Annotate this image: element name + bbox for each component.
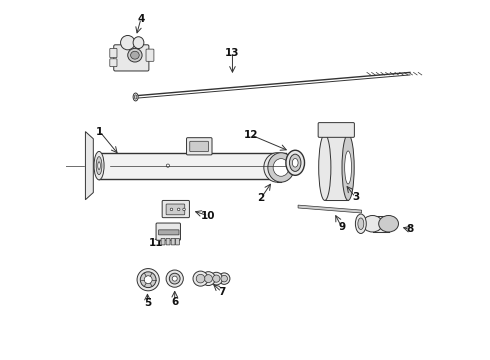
Ellipse shape — [177, 208, 180, 211]
Text: 11: 11 — [149, 238, 163, 248]
Ellipse shape — [204, 275, 212, 283]
Text: 10: 10 — [201, 211, 216, 221]
Text: 2: 2 — [258, 193, 265, 203]
Text: 9: 9 — [338, 222, 345, 232]
Ellipse shape — [166, 270, 183, 287]
Ellipse shape — [166, 164, 170, 167]
Ellipse shape — [286, 150, 304, 175]
Ellipse shape — [221, 275, 227, 282]
FancyBboxPatch shape — [110, 59, 117, 67]
FancyBboxPatch shape — [146, 49, 154, 61]
FancyBboxPatch shape — [159, 230, 179, 235]
FancyBboxPatch shape — [114, 45, 149, 71]
FancyBboxPatch shape — [171, 238, 175, 245]
Text: 8: 8 — [406, 225, 414, 234]
Polygon shape — [85, 132, 93, 200]
Ellipse shape — [264, 153, 290, 182]
FancyBboxPatch shape — [318, 123, 354, 137]
Ellipse shape — [144, 276, 152, 284]
Ellipse shape — [268, 153, 294, 182]
Text: 4: 4 — [137, 14, 145, 24]
Ellipse shape — [358, 218, 364, 230]
Text: 13: 13 — [225, 48, 240, 58]
Ellipse shape — [137, 269, 159, 291]
Text: 7: 7 — [218, 287, 225, 297]
Ellipse shape — [131, 51, 139, 59]
FancyBboxPatch shape — [175, 238, 179, 245]
Ellipse shape — [355, 214, 367, 234]
Ellipse shape — [133, 93, 138, 101]
Ellipse shape — [363, 216, 382, 232]
Ellipse shape — [318, 134, 331, 201]
FancyBboxPatch shape — [166, 238, 170, 245]
Ellipse shape — [96, 157, 102, 175]
Text: 12: 12 — [244, 130, 259, 140]
Ellipse shape — [134, 95, 137, 99]
Ellipse shape — [133, 37, 144, 49]
Ellipse shape — [170, 273, 180, 284]
Ellipse shape — [293, 158, 298, 167]
FancyBboxPatch shape — [162, 201, 190, 218]
FancyBboxPatch shape — [190, 141, 208, 152]
Text: 1: 1 — [96, 127, 103, 136]
Ellipse shape — [98, 162, 100, 170]
Ellipse shape — [121, 36, 135, 50]
Ellipse shape — [210, 272, 222, 285]
Ellipse shape — [290, 154, 301, 171]
Ellipse shape — [172, 276, 177, 281]
Ellipse shape — [219, 273, 230, 284]
Ellipse shape — [273, 159, 289, 176]
FancyBboxPatch shape — [187, 138, 212, 155]
Ellipse shape — [213, 275, 220, 282]
FancyBboxPatch shape — [156, 223, 180, 240]
Ellipse shape — [94, 152, 104, 180]
Ellipse shape — [379, 216, 398, 232]
Ellipse shape — [170, 208, 173, 211]
FancyBboxPatch shape — [161, 238, 165, 245]
Ellipse shape — [196, 274, 205, 283]
Text: 6: 6 — [171, 297, 178, 307]
Ellipse shape — [140, 272, 156, 288]
Text: 3: 3 — [352, 192, 359, 202]
FancyBboxPatch shape — [166, 204, 185, 215]
FancyBboxPatch shape — [110, 48, 117, 58]
Ellipse shape — [183, 208, 185, 211]
Ellipse shape — [201, 272, 215, 285]
Ellipse shape — [344, 151, 351, 184]
Ellipse shape — [128, 48, 142, 62]
Polygon shape — [298, 205, 362, 213]
Ellipse shape — [193, 271, 208, 286]
Text: 5: 5 — [144, 298, 151, 308]
Ellipse shape — [342, 134, 354, 201]
